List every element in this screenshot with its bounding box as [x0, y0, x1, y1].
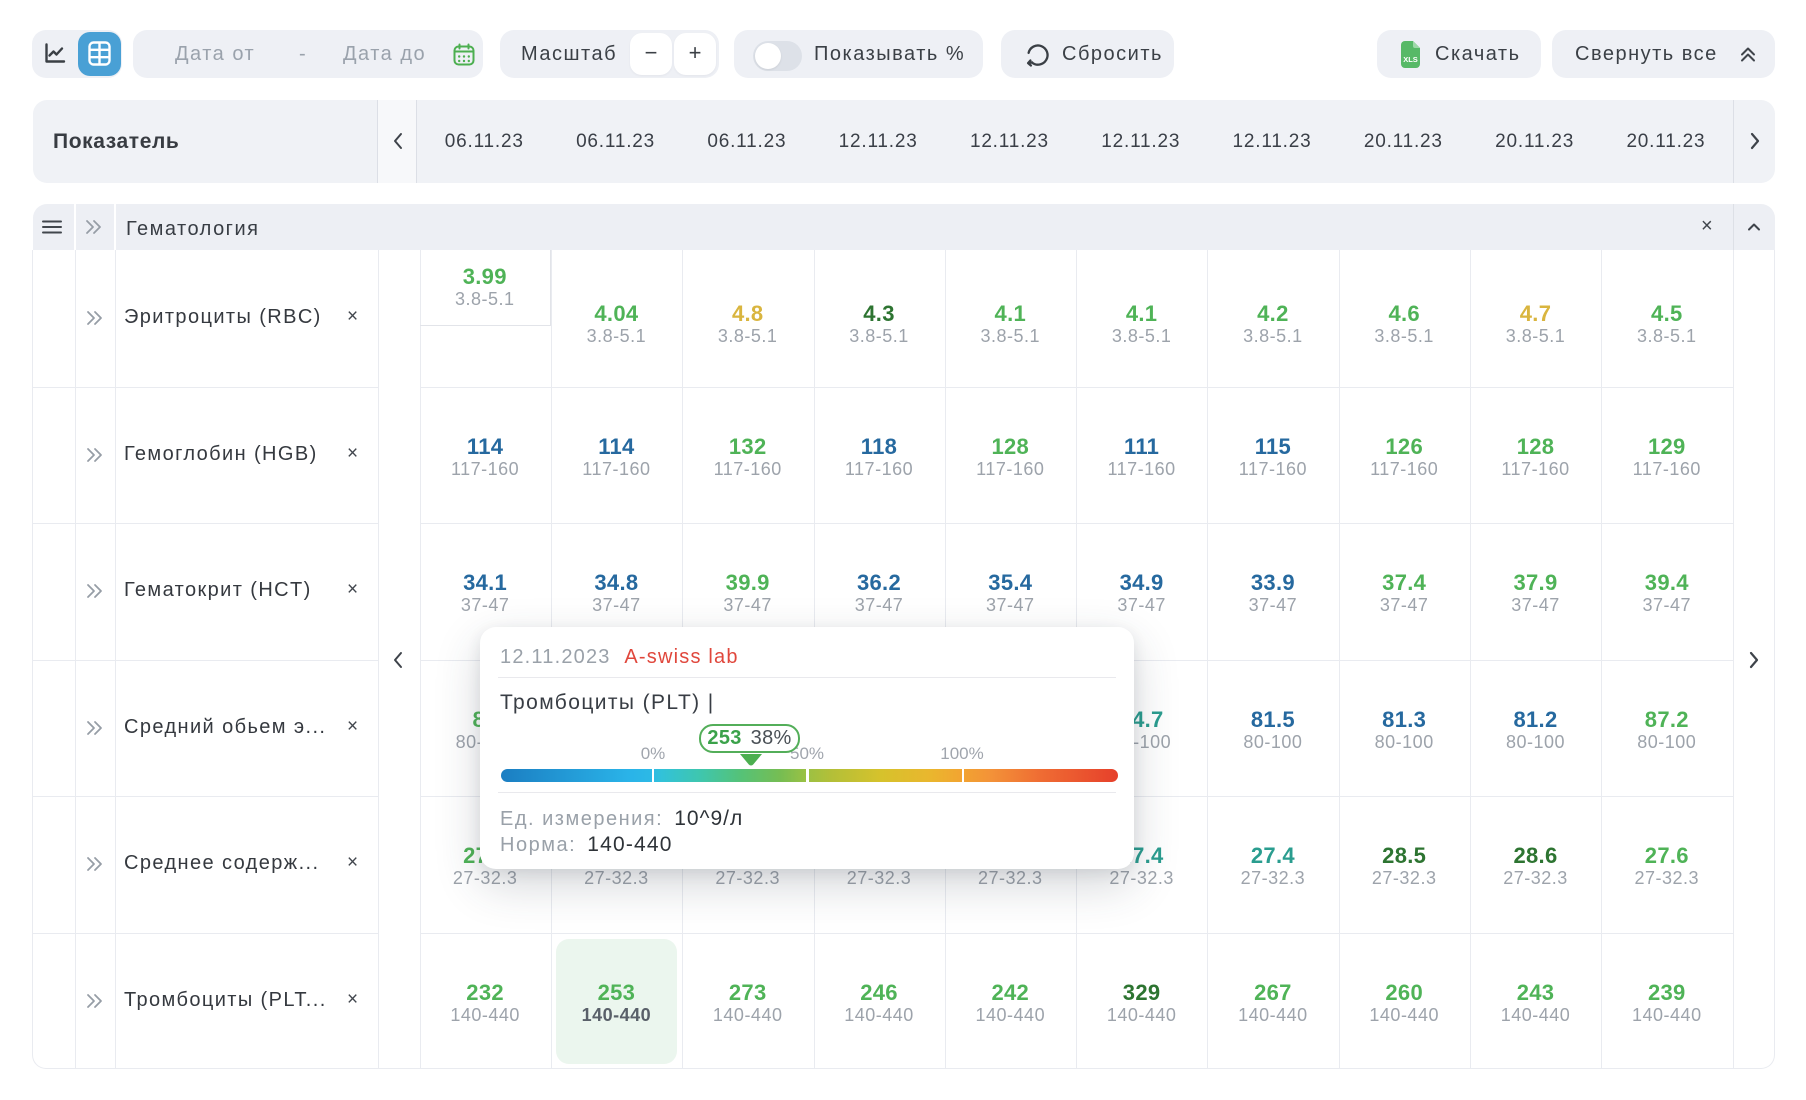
svg-text:XLS: XLS	[1403, 55, 1418, 64]
